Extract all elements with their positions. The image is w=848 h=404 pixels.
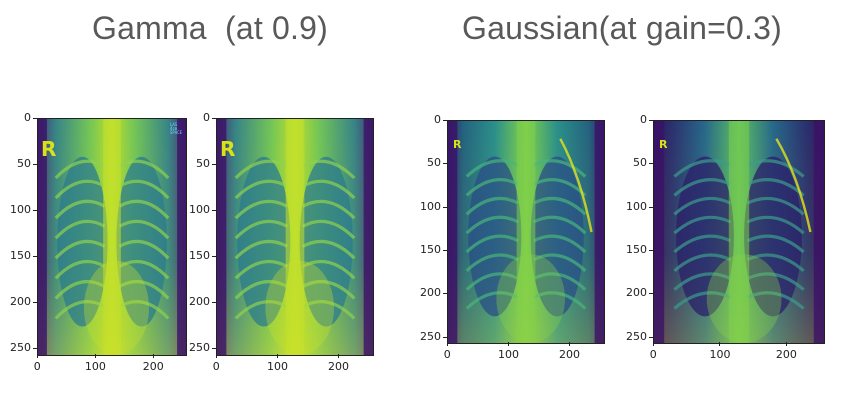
x-tick-mark [507, 342, 509, 346]
xray-image [38, 119, 186, 355]
x-tick-label: 200 [327, 360, 349, 373]
x-tick-mark [653, 342, 654, 346]
x-tick-mark [719, 342, 721, 346]
xray-image [217, 119, 373, 355]
y-tick-mark [33, 348, 37, 350]
y-tick-mark [212, 210, 216, 212]
y-tick-label: 100 [420, 199, 441, 213]
x-tick-label: 0 [443, 348, 451, 361]
y-tick-mark [212, 118, 216, 119]
x-tick-mark [152, 354, 154, 358]
x-tick-label: 0 [649, 348, 657, 361]
gamma-transformed-image-frame: R [216, 118, 374, 356]
y-tick-label: 0 [640, 113, 647, 126]
x-tick-mark [276, 354, 278, 358]
y-tick-label: 150 [626, 243, 647, 257]
y-tick-mark [33, 164, 37, 166]
y-tick-label: 0 [203, 111, 210, 124]
x-tick-label: 200 [558, 348, 580, 361]
y-tick-label: 150 [420, 243, 441, 257]
y-tick-mark [443, 293, 447, 295]
y-tick-mark [33, 118, 37, 119]
gaussian-transformed-panel: R 0 50 100 150 200 250 0 100 200 [626, 113, 825, 361]
y-tick-mark [649, 250, 653, 252]
y-tick-mark [212, 348, 216, 350]
gaussian-original-image-frame: R [447, 120, 605, 344]
y-tick-label: 100 [10, 203, 31, 217]
y-tick-mark [33, 210, 37, 212]
y-tick-mark [33, 256, 37, 258]
y-tick-mark [443, 206, 447, 208]
gamma-original-image-frame: R LAS 4cm SPACE [37, 118, 187, 356]
gamma-original-panel: R LAS 4cm SPACE 0 50 100 150 200 250 0 100 200 [10, 111, 187, 373]
y-tick-mark [649, 336, 653, 338]
y-tick-label: 200 [189, 295, 210, 309]
gamma-title: Gamma (at 0.9) [92, 10, 328, 46]
y-tick-label: 200 [10, 295, 31, 309]
x-tick-mark [568, 342, 570, 346]
y-tick-mark [649, 206, 653, 208]
y-tick-mark [649, 163, 653, 165]
corner-annotation-line: SPACE [169, 130, 182, 135]
x-tick-mark [785, 342, 787, 346]
gamma-transformed-panel: R 0 50 100 150 200 250 0 100 200 [189, 111, 374, 373]
y-tick-mark [33, 302, 37, 304]
corner-annotation-line: 4cm [169, 126, 178, 131]
x-tick-mark [94, 354, 96, 358]
y-tick-label: 50 [196, 157, 210, 171]
y-tick-label: 100 [626, 199, 647, 213]
x-tick-mark [447, 342, 448, 346]
x-tick-label: 200 [775, 348, 797, 361]
y-tick-label: 50 [17, 157, 31, 171]
y-tick-label: 250 [626, 329, 647, 343]
gaussian-original-panel: R 0 50 100 150 200 250 0 100 200 [420, 113, 605, 361]
x-tick-label: 100 [267, 360, 289, 373]
y-tick-label: 250 [189, 341, 210, 355]
y-tick-mark [443, 120, 447, 121]
y-tick-mark [212, 256, 216, 258]
y-tick-mark [443, 163, 447, 165]
corner-marker-letter: R [41, 137, 57, 161]
corner-annotation-line: LAS [169, 122, 178, 127]
y-tick-label: 50 [633, 156, 647, 170]
x-tick-mark [37, 354, 38, 358]
x-tick-label: 100 [498, 348, 520, 361]
xray-image [654, 121, 824, 343]
y-tick-label: 0 [24, 111, 31, 124]
y-tick-label: 150 [10, 249, 31, 263]
y-tick-mark [212, 164, 216, 166]
gaussian-title: Gaussian(at gain=0.3) [462, 10, 782, 46]
y-tick-label: 250 [10, 341, 31, 355]
x-tick-label: 100 [84, 360, 106, 373]
x-tick-label: 0 [212, 360, 220, 373]
y-tick-mark [212, 302, 216, 304]
y-tick-mark [443, 250, 447, 252]
corner-marker-letter: R [220, 137, 236, 161]
xray-image [448, 121, 604, 343]
corner-annotation: LAS 4cm SPACE [170, 123, 182, 135]
y-tick-label: 200 [626, 286, 647, 300]
x-tick-mark [337, 354, 339, 358]
y-tick-mark [649, 120, 653, 121]
corner-marker-letter: R [659, 138, 668, 151]
corner-marker-letter: R [453, 138, 462, 151]
gaussian-transformed-image-frame: R [653, 120, 825, 344]
y-tick-mark [443, 336, 447, 338]
y-tick-label: 200 [420, 286, 441, 300]
y-tick-label: 50 [427, 156, 441, 170]
y-tick-label: 150 [189, 249, 210, 263]
x-tick-mark [216, 354, 217, 358]
x-tick-label: 200 [142, 360, 164, 373]
x-tick-label: 0 [33, 360, 41, 373]
y-tick-mark [649, 293, 653, 295]
y-tick-label: 250 [420, 329, 441, 343]
y-tick-label: 100 [189, 203, 210, 217]
y-tick-label: 0 [434, 113, 441, 126]
x-tick-label: 100 [709, 348, 731, 361]
